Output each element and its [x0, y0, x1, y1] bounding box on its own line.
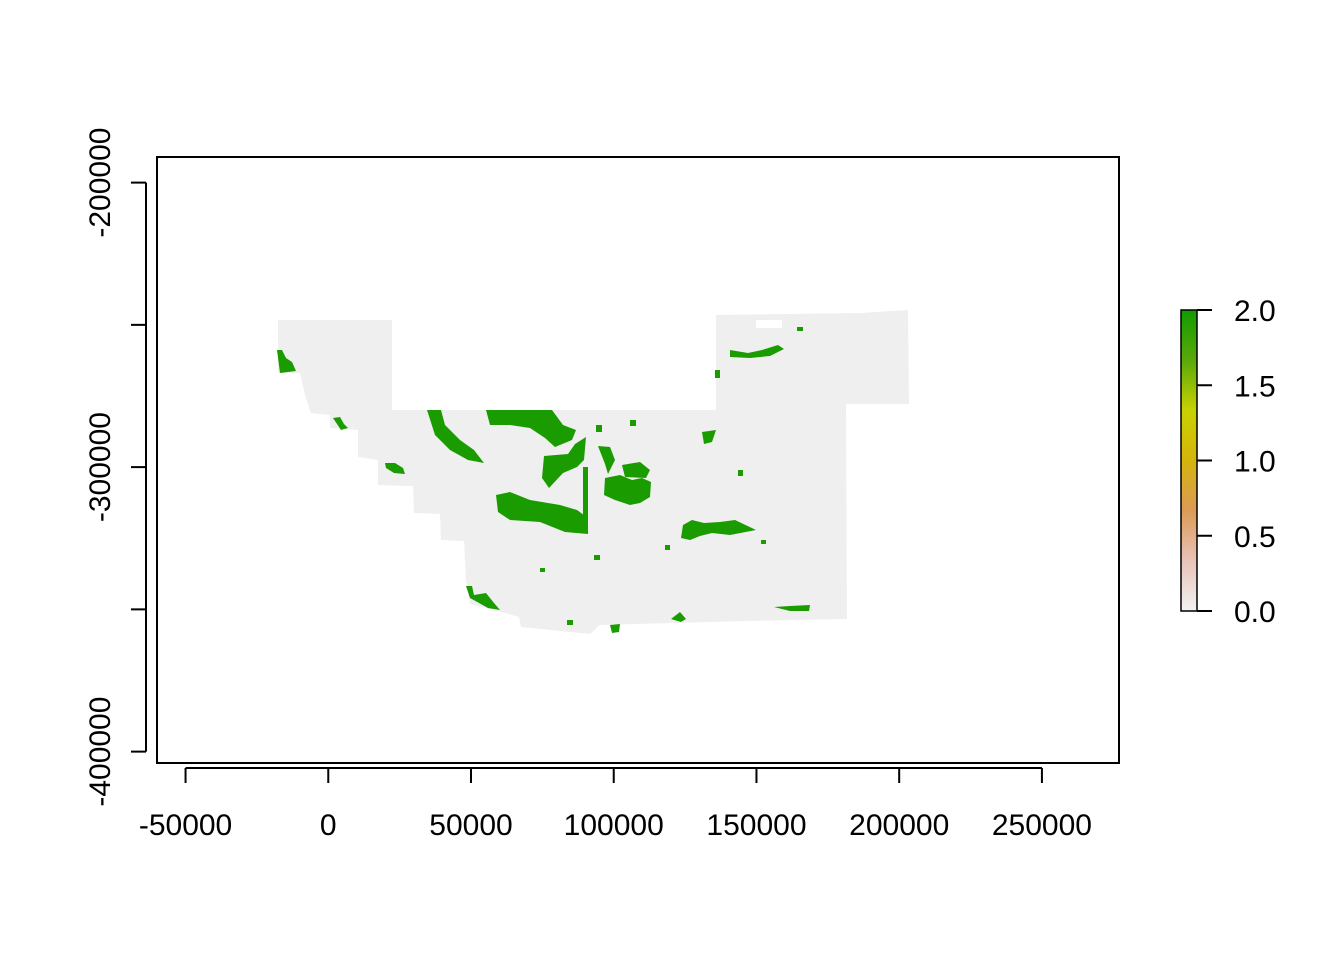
patch: [665, 545, 670, 550]
patch: [567, 620, 573, 625]
patch: [277, 350, 296, 373]
y-tick-label: -400000: [84, 697, 117, 807]
patch: [671, 612, 686, 622]
patch: [596, 425, 602, 432]
x-tick-label: 200000: [849, 809, 949, 842]
patch: [598, 446, 615, 474]
patch: [604, 475, 651, 505]
patch: [730, 345, 784, 358]
colorbar-tick-label: 1.0: [1234, 446, 1276, 479]
x-tick-label: -50000: [139, 809, 232, 842]
patch: [738, 470, 743, 476]
raster-extent-value-0: [278, 310, 909, 634]
patch: [583, 467, 588, 520]
raster-cells-value-2: [277, 327, 810, 633]
plot-frame: [156, 156, 1120, 764]
colorbar-tick-label: 1.5: [1234, 370, 1276, 403]
y-tick-label: -200000: [84, 128, 117, 238]
patch: [540, 568, 545, 572]
raster-layer: [277, 310, 909, 634]
patch: [427, 410, 484, 463]
patch: [610, 624, 620, 633]
x-tick-label: 150000: [706, 809, 806, 842]
x-tick-label: 250000: [992, 809, 1092, 842]
patch: [622, 462, 650, 478]
patch: [385, 463, 405, 474]
patch: [594, 555, 600, 560]
patch: [774, 605, 810, 611]
y-tick-label: -300000: [84, 412, 117, 522]
patch: [761, 540, 766, 544]
colorbar-ticks: 0.0 0.5 1.0 1.5 2.0: [1197, 295, 1276, 629]
y-axis: -200000 -300000 -400000: [84, 128, 147, 807]
colorbar-tick-label: 0.5: [1234, 521, 1276, 554]
patch: [797, 327, 803, 331]
patch: [496, 492, 588, 534]
patch: [681, 520, 756, 540]
x-tick-label: 0: [320, 809, 337, 842]
patch: [486, 410, 576, 447]
patch: [715, 370, 720, 378]
x-tick-label: 50000: [429, 809, 512, 842]
raster-notch: [756, 320, 782, 328]
patch: [466, 586, 500, 610]
colorbar-legend: 0.0 0.5 1.0 1.5 2.0: [1180, 295, 1276, 629]
x-tick-label: 100000: [564, 809, 664, 842]
colorbar-tick-label: 0.0: [1234, 596, 1276, 629]
x-axis: -50000 0 50000 100000 150000 200000 250000: [139, 767, 1092, 842]
patch: [542, 437, 586, 488]
patch: [630, 420, 636, 426]
colorbar-gradient: [1180, 309, 1198, 612]
patch: [333, 417, 348, 430]
patch: [702, 430, 716, 444]
colorbar-tick-label: 2.0: [1234, 295, 1276, 328]
